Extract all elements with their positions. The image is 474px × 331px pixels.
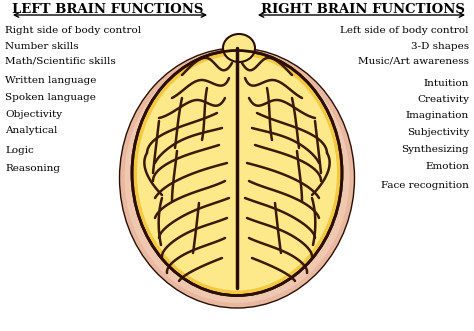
Text: Logic: Logic: [5, 146, 34, 155]
Text: Creativity: Creativity: [417, 95, 469, 104]
Text: Face recognition: Face recognition: [381, 181, 469, 190]
Text: Imagination: Imagination: [406, 111, 469, 120]
Text: Intuition: Intuition: [423, 79, 469, 88]
Ellipse shape: [223, 34, 255, 62]
Text: 3-D shapes: 3-D shapes: [411, 42, 469, 51]
Ellipse shape: [137, 56, 337, 291]
Text: Reasoning: Reasoning: [5, 164, 60, 173]
Text: Subjectivity: Subjectivity: [407, 128, 469, 137]
Text: Written language: Written language: [5, 76, 96, 85]
Ellipse shape: [119, 48, 355, 308]
Ellipse shape: [125, 53, 349, 303]
Text: Analytical: Analytical: [5, 126, 57, 135]
Text: Math/Scientific skills: Math/Scientific skills: [5, 57, 116, 66]
Text: Right side of body control: Right side of body control: [5, 26, 141, 35]
Text: Synthesizing: Synthesizing: [401, 145, 469, 154]
Ellipse shape: [132, 51, 342, 296]
Text: Left side of body control: Left side of body control: [340, 26, 469, 35]
Text: Number skills: Number skills: [5, 42, 79, 51]
Text: Music/Art awareness: Music/Art awareness: [358, 57, 469, 66]
Text: Spoken language: Spoken language: [5, 93, 96, 102]
Text: LEFT BRAIN FUNCTIONS: LEFT BRAIN FUNCTIONS: [12, 3, 204, 16]
Text: Emotion: Emotion: [425, 162, 469, 171]
Text: Objectivity: Objectivity: [5, 110, 62, 119]
Text: RIGHT BRAIN FUNCTIONS: RIGHT BRAIN FUNCTIONS: [261, 3, 465, 16]
